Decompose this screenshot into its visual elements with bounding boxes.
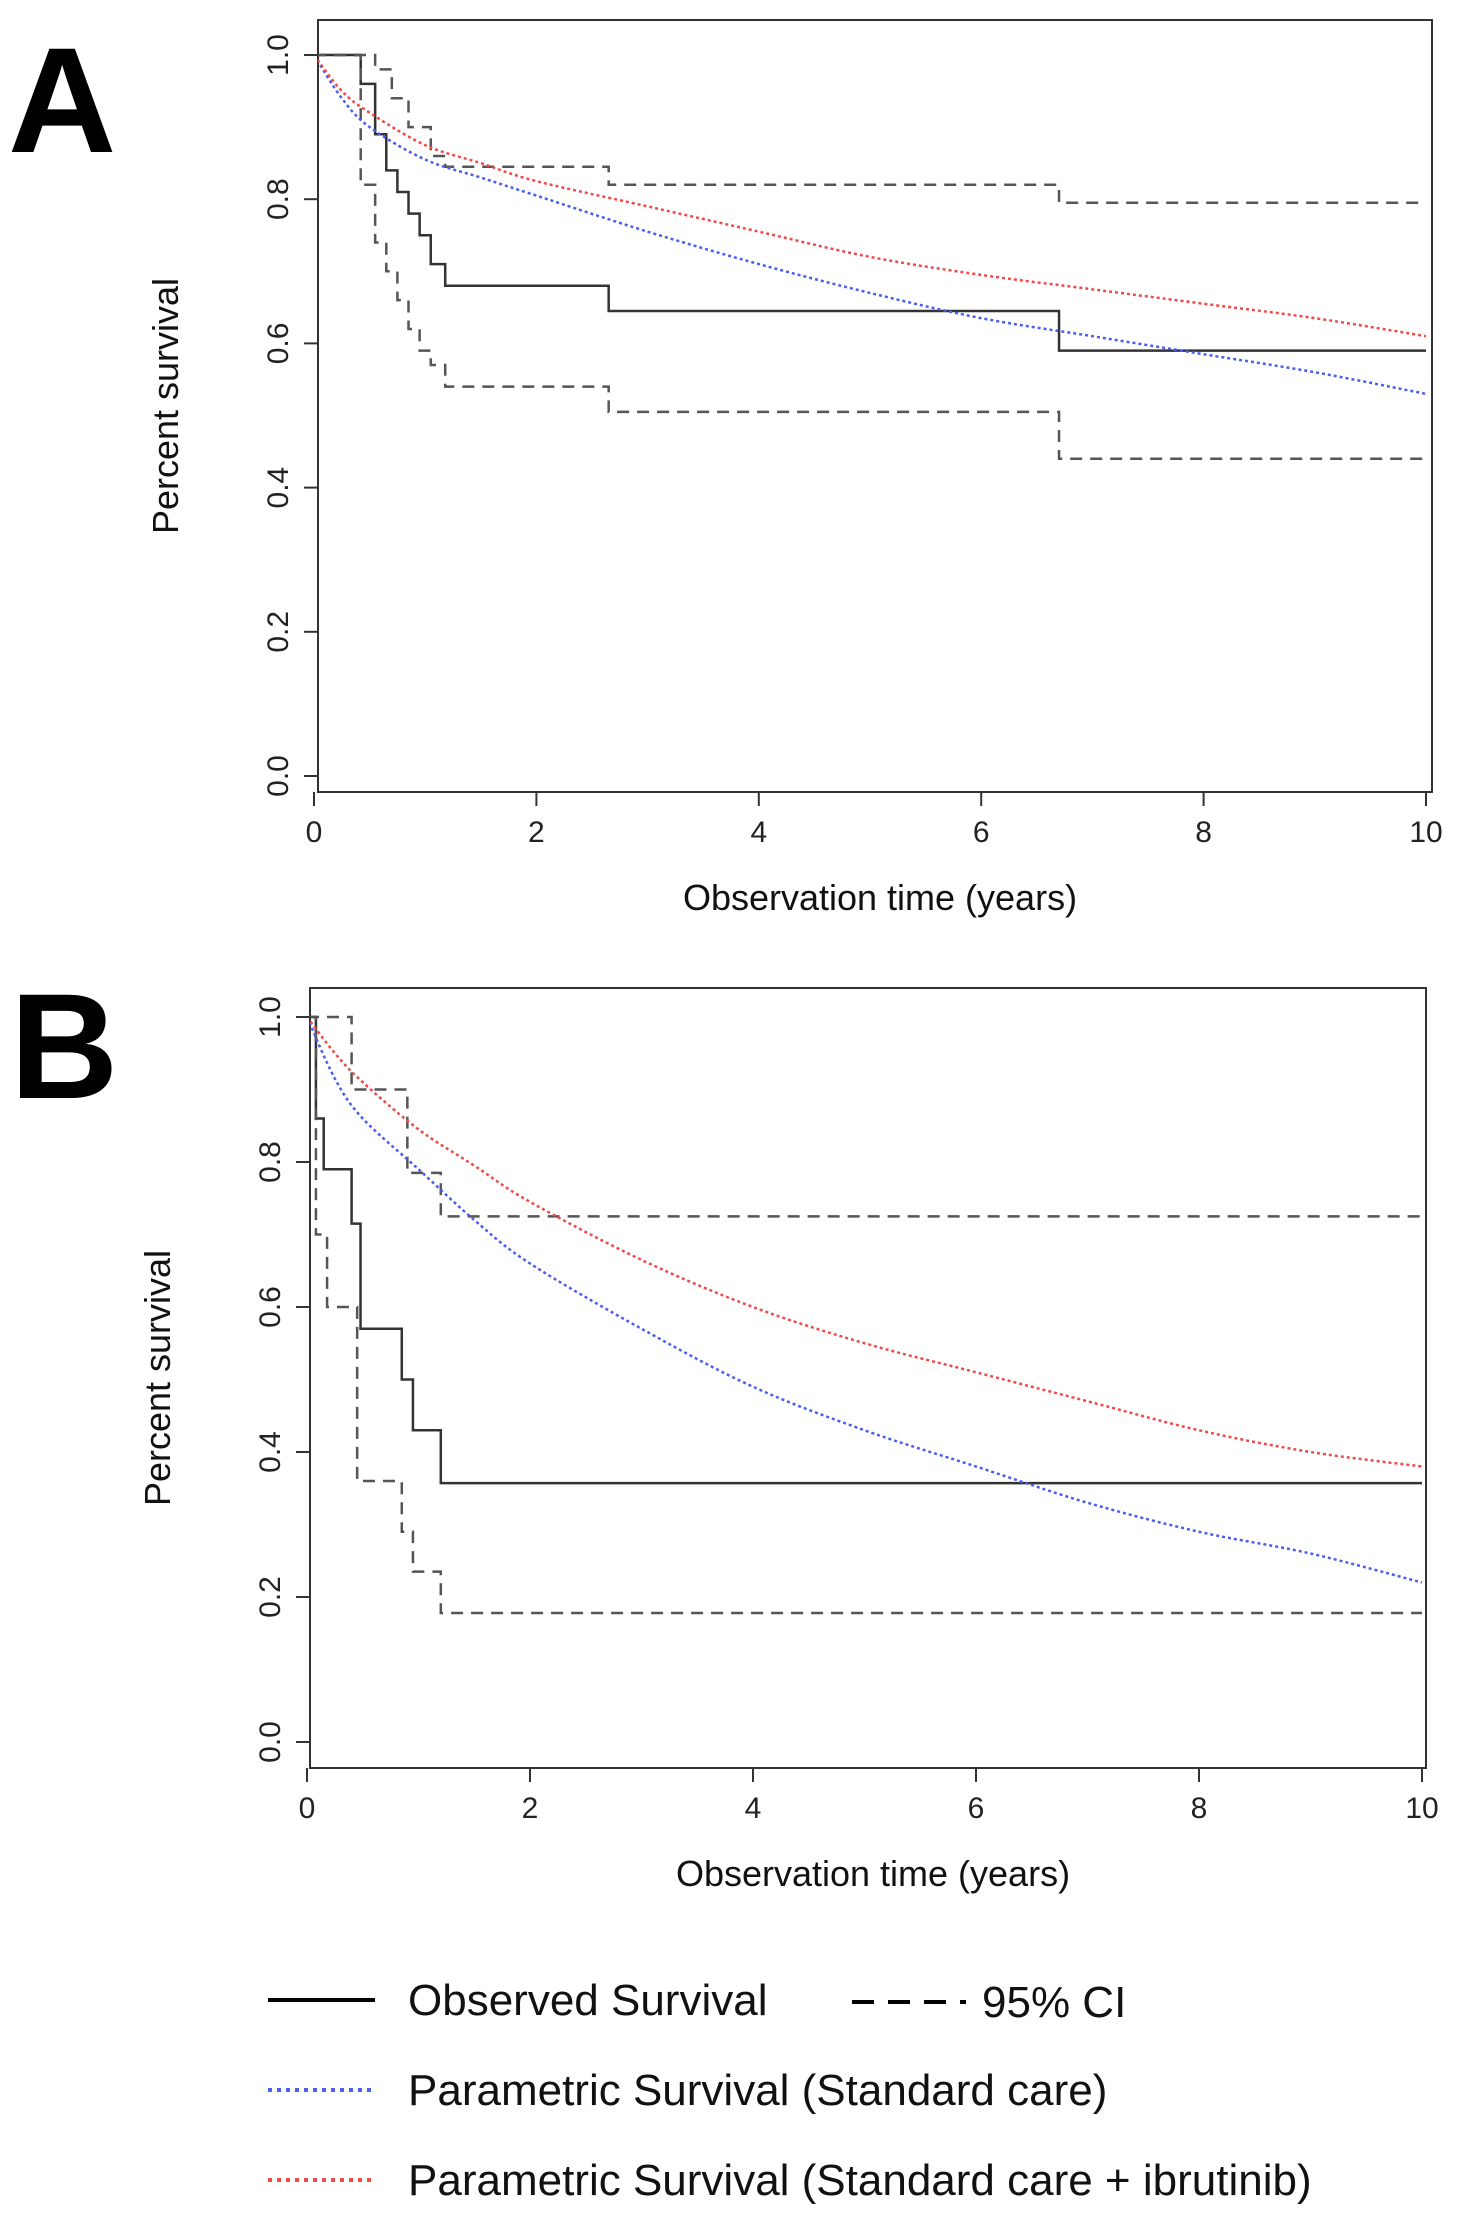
y-tick-label: 0.0 — [254, 1721, 287, 1763]
series-95-ci-lower-b — [310, 1015, 1422, 1615]
y-tick-label: 1.0 — [262, 34, 295, 76]
x-axis-title: Observation time (years) — [683, 877, 1077, 918]
y-tick-label: 0.8 — [262, 178, 295, 220]
series-parametric-survival-standard-care-ibrutinib-a — [318, 58, 1427, 338]
panel-letter-a: A — [8, 16, 116, 184]
series-95-ci-upper-b — [310, 1015, 1422, 1218]
series-observed-survival-a — [318, 53, 1426, 352]
y-axis-title: Percent survival — [137, 1250, 178, 1506]
series-observed-survival-b — [310, 1015, 1422, 1485]
x-tick-label: 8 — [1191, 1792, 1208, 1825]
x-tick-label: 6 — [968, 1792, 985, 1825]
plot-frame-b — [309, 987, 1427, 1769]
x-tick-label: 10 — [1405, 1792, 1438, 1825]
x-tick-label: 6 — [973, 816, 990, 849]
legend-label-ibrutinib: Parametric Survival (Standard care + ibr… — [408, 2156, 1312, 2205]
y-axis-title: Percent survival — [145, 278, 186, 534]
x-tick-label: 2 — [522, 1792, 539, 1825]
series-parametric-survival-standard-care-b — [310, 1020, 1423, 1584]
x-tick-label: 0 — [306, 816, 323, 849]
x-axis-title: Observation time (years) — [676, 1853, 1070, 1894]
x-tick-label: 4 — [745, 1792, 762, 1825]
legend: Observed Survival 95% CI Parametric Surv… — [268, 1976, 1312, 2205]
y-tick-label: 1.0 — [254, 996, 287, 1038]
y-tick-label: 0.2 — [254, 1576, 287, 1618]
plot-area-a: 0 2 4 6 8 10 Observation time (years) 0.0 0.2 0.4… — [145, 19, 1443, 918]
series-parametric-survival-standard-care-a — [318, 59, 1427, 396]
panel-letter-b: B — [10, 962, 118, 1130]
x-tick-label: 2 — [528, 816, 545, 849]
y-tick-label: 0.8 — [254, 1141, 287, 1183]
series-95-ci-lower-a — [318, 53, 1426, 461]
series-parametric-survival-standard-care-ibrutinib-b — [310, 1018, 1423, 1468]
legend-label-ci: 95% CI — [982, 1978, 1126, 2027]
legend-label-standard-care: Parametric Survival (Standard care) — [408, 2066, 1107, 2115]
x-tick-label: 0 — [299, 1792, 316, 1825]
plot-area-b: 0 2 4 6 8 10 Observation time (years) 0.0 0.2 0.4… — [137, 987, 1439, 1894]
y-tick-label: 0.6 — [254, 1286, 287, 1328]
x-tick-label: 10 — [1409, 816, 1442, 849]
legend-label-observed: Observed Survival — [408, 1976, 767, 2025]
y-tick-label: 0.4 — [262, 467, 295, 509]
plot-frame-a — [317, 19, 1433, 793]
y-tick-label: 0.0 — [262, 755, 295, 797]
series-95-ci-upper-a — [318, 53, 1426, 205]
x-tick-label: 4 — [750, 816, 767, 849]
y-tick-label: 0.4 — [254, 1431, 287, 1473]
y-tick-label: 0.6 — [262, 323, 295, 365]
x-tick-label: 8 — [1195, 816, 1212, 849]
y-tick-label: 0.2 — [262, 611, 295, 653]
